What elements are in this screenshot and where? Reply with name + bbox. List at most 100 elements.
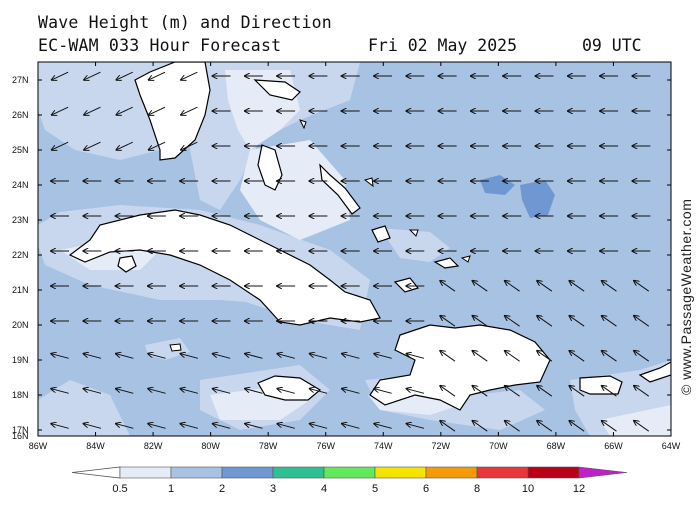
colorbar-segment	[170, 466, 223, 479]
wave-arrow	[116, 106, 133, 115]
wave-arrow	[473, 421, 488, 432]
colorbar: 0.5 1 2 3 4 5 6 8 10 12	[71, 466, 628, 495]
longitude-labels: 86W 84W 82W 80W 78W 76W 74W 72W 70W 68W 66W 64W	[29, 441, 681, 451]
wave-arrow	[116, 389, 134, 394]
wave-arrow	[213, 354, 231, 359]
wave-arrow	[440, 316, 456, 327]
lon-label: 74W	[374, 441, 393, 451]
wave-arrow	[602, 316, 617, 327]
wave-arrow	[181, 141, 198, 150]
lon-label: 64W	[662, 441, 681, 451]
wave-arrow	[116, 71, 133, 80]
land-masses	[68, 62, 671, 411]
lat-label: 25N	[12, 145, 29, 155]
wave-direction-arrows	[51, 71, 651, 432]
colorbar-label: 8	[474, 483, 480, 495]
colorbar-segment	[425, 466, 478, 479]
wave-arrow	[569, 386, 585, 397]
lon-label: 68W	[547, 441, 566, 451]
map-frame	[37, 61, 672, 437]
wave-arrow	[310, 354, 328, 359]
lat-label: 18N	[12, 390, 29, 400]
lon-label: 76W	[316, 441, 335, 451]
colorbar-label: 3	[270, 483, 276, 495]
wave-arrow	[473, 281, 488, 292]
islets	[169, 119, 471, 352]
wave-arrow	[51, 354, 69, 359]
colorbar-segment	[527, 466, 580, 479]
wave-arrow	[537, 421, 553, 432]
wave-arrow	[277, 354, 295, 359]
wave-arrow	[52, 71, 69, 80]
high-wave-zones	[480, 175, 555, 218]
wave-arrow	[245, 354, 263, 359]
wave-arrow	[148, 424, 166, 429]
lon-label: 80W	[201, 441, 220, 451]
colorbar-label: 10	[522, 483, 534, 495]
wave-arrow	[84, 71, 101, 80]
wave-arrow	[84, 354, 102, 359]
colorbar-segment	[374, 466, 427, 479]
lat-label: 27N	[12, 75, 29, 85]
chart-title: Wave Height (m) and Direction	[38, 13, 332, 32]
lon-label: 86W	[29, 441, 48, 451]
wave-arrow	[440, 386, 456, 397]
wave-arrow	[473, 351, 488, 362]
wave-arrow	[407, 354, 425, 359]
wave-arrow	[52, 106, 69, 115]
wave-arrow	[505, 421, 520, 432]
wave-arrow	[602, 421, 617, 432]
wave-arrow	[505, 316, 520, 327]
wave-arrow	[505, 351, 520, 362]
wave-arrow	[537, 281, 553, 292]
lat-label: 17N	[12, 425, 29, 435]
virgin-islands	[638, 361, 671, 383]
wave-arrow	[634, 351, 650, 362]
wave-arrow	[537, 386, 553, 397]
wave-arrow	[84, 106, 101, 115]
jamaica-island	[257, 375, 322, 401]
wave-arrow	[181, 106, 198, 115]
wave-arrow	[342, 424, 360, 429]
wave-arrow	[634, 421, 650, 432]
andros-island	[257, 144, 283, 191]
wave-arrow	[245, 389, 263, 394]
puerto-rico-island	[579, 375, 623, 395]
lat-label: 21N	[12, 285, 29, 295]
lat-label: 20N	[12, 320, 29, 330]
wave-arrow	[84, 389, 102, 394]
forecast-date: Fri 02 May 2025	[368, 36, 518, 55]
wave-arrow	[374, 354, 392, 359]
map-area	[38, 62, 671, 436]
eleuthera-island	[319, 163, 361, 215]
wave-arrow	[181, 354, 199, 359]
wave-arrow	[602, 351, 617, 362]
wave-arrow	[505, 386, 520, 397]
wave-arrow	[473, 316, 488, 327]
lon-label: 72W	[432, 441, 451, 451]
colorbar-label: 4	[321, 483, 327, 495]
lat-label: 24N	[12, 180, 29, 190]
wave-arrow	[148, 354, 166, 359]
wave-arrow	[602, 386, 617, 397]
wave-arrow	[149, 71, 166, 80]
wave-arrow	[277, 424, 295, 429]
wave-arrow	[84, 141, 101, 150]
wave-arrow	[634, 316, 650, 327]
wave-arrow	[116, 141, 133, 150]
wave-arrow	[537, 351, 553, 362]
wave-arrow	[181, 71, 198, 80]
wave-arrow	[374, 424, 392, 429]
wave-arrow	[602, 281, 617, 292]
wave-arrow	[473, 386, 488, 397]
wave-arrow	[51, 424, 69, 429]
wave-arrow	[277, 389, 295, 394]
wave-arrow	[407, 389, 425, 394]
wave-arrow	[51, 389, 69, 394]
wave-arrow	[310, 389, 328, 394]
colorbar-label: 2	[219, 483, 225, 495]
wave-arrow	[440, 421, 456, 432]
axis-ticks	[37, 62, 672, 437]
wave-arrow	[245, 424, 263, 429]
wave-arrow	[440, 281, 456, 292]
